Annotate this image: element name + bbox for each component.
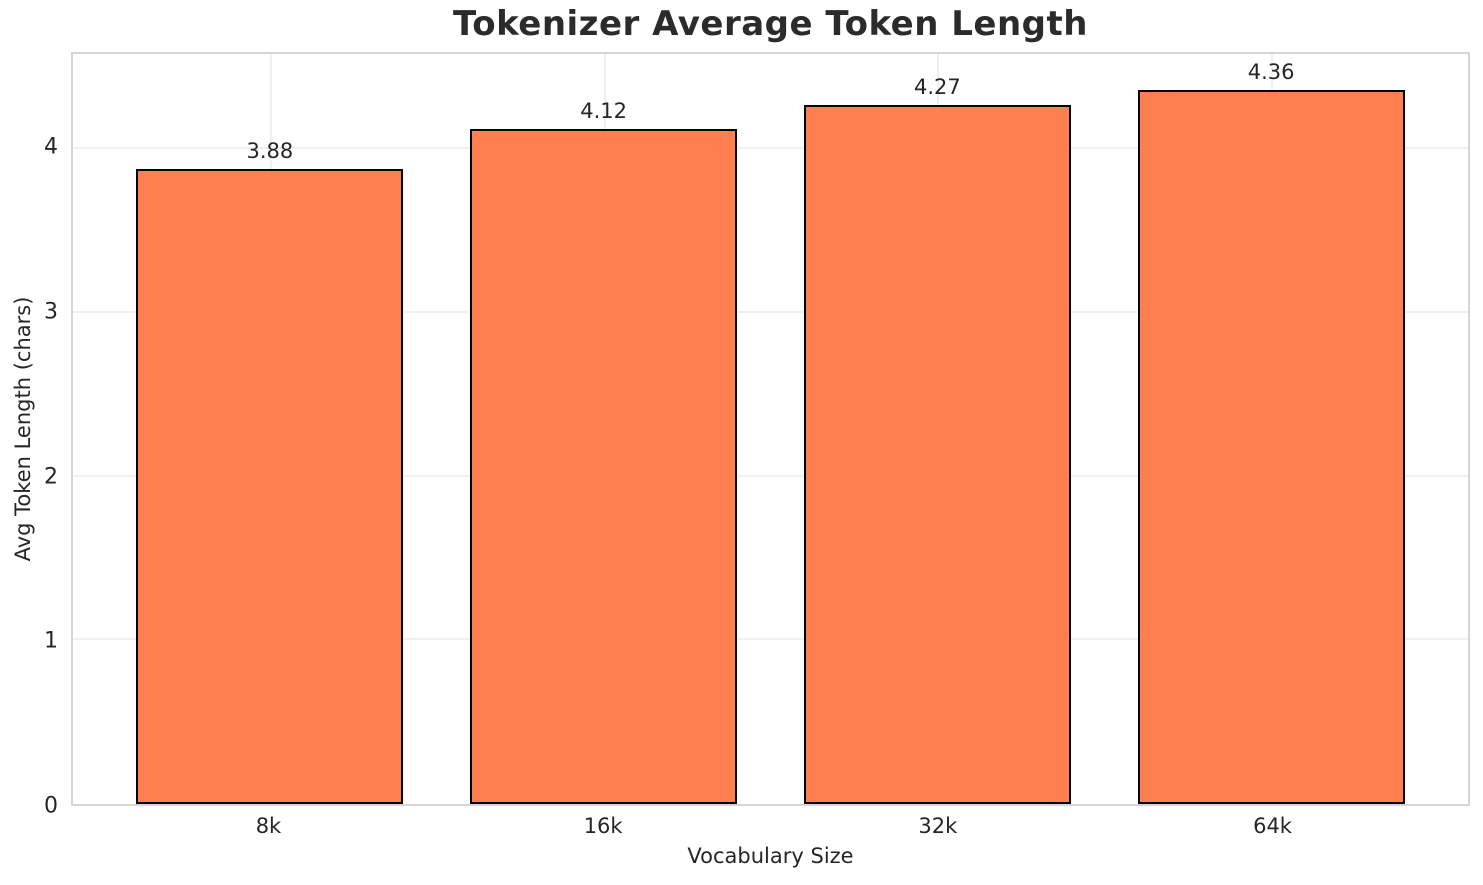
y-tick-label: 3 — [44, 299, 58, 325]
bar-value-label: 4.27 — [913, 74, 961, 99]
x-axis-ticks: 8k 16k 32k 64k — [71, 814, 1470, 842]
chart-title: Tokenizer Average Token Length — [453, 4, 1088, 44]
y-tick-label: 0 — [44, 793, 58, 819]
bar — [803, 104, 1071, 804]
h-gridline — [73, 310, 1468, 313]
y-tick-label: 4 — [44, 134, 58, 160]
bar-value-label: 4.12 — [580, 99, 628, 124]
y-axis-ticks: 0 1 2 3 4 — [0, 52, 58, 819]
bar-value-label: 4.36 — [1247, 60, 1295, 85]
bar — [136, 168, 404, 804]
x-tick-label: 16k — [583, 814, 623, 838]
h-gridline — [73, 638, 1468, 641]
y-tick-label: 1 — [44, 628, 58, 654]
bar-value-label: 3.88 — [246, 138, 294, 163]
bar — [470, 129, 738, 804]
x-tick-label: 64k — [1253, 814, 1292, 838]
x-axis-label: Vocabulary Size — [687, 844, 854, 868]
bar — [1137, 90, 1405, 804]
plot-area: 3.88 4.12 4.27 4.36 — [71, 52, 1470, 806]
x-tick-label: 8k — [255, 814, 282, 838]
h-gridline — [73, 474, 1468, 477]
y-tick-label: 2 — [44, 464, 58, 490]
h-gridline — [73, 146, 1468, 149]
x-tick-label: 32k — [918, 814, 958, 838]
